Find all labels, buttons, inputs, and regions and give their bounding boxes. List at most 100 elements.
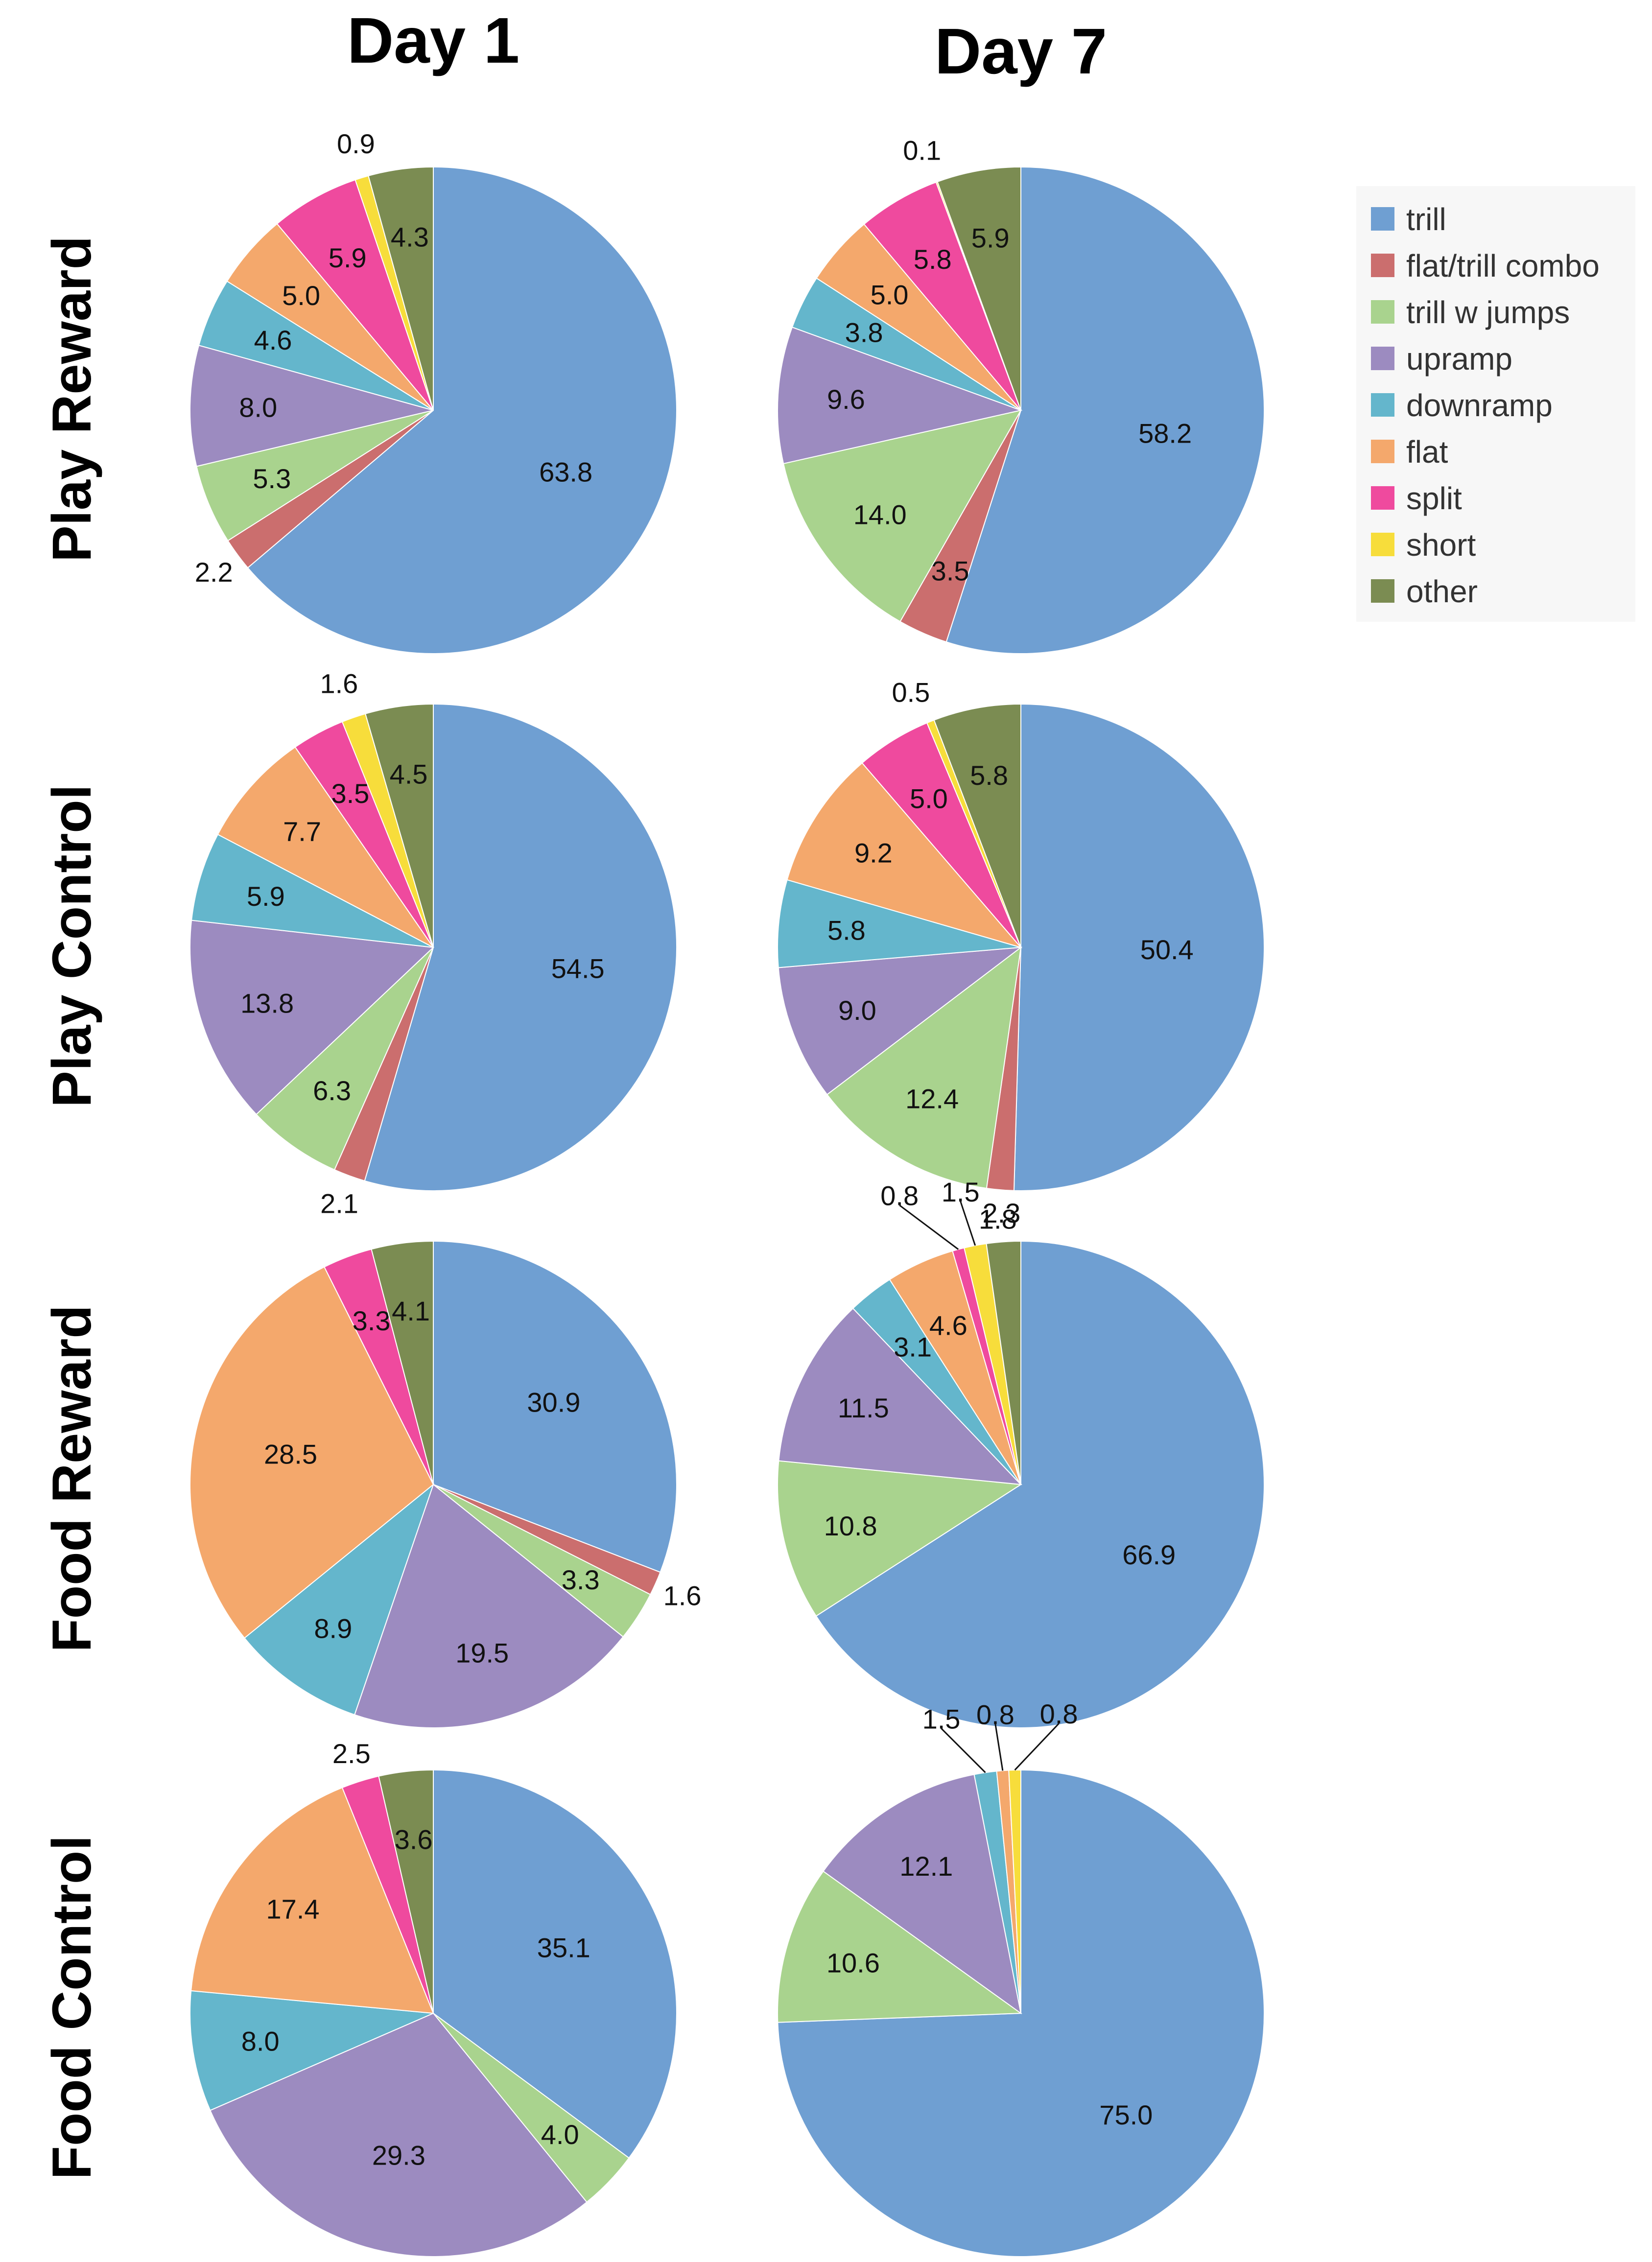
- pie-slice-flat: [189, 1266, 434, 1639]
- row-title-play-control: Play Control: [41, 784, 102, 1107]
- pie-slice-flat: [217, 746, 434, 948]
- data-label-split: 5.8: [914, 244, 952, 275]
- data-label-split: 0.8: [880, 1180, 919, 1211]
- data-label-other: 5.8: [970, 760, 1008, 791]
- data-label-trill: 58.2: [1138, 418, 1192, 448]
- data-label-trill: 66.9: [1122, 1539, 1176, 1570]
- data-label-flat: 5.0: [871, 279, 909, 310]
- legend-swatch-trill: [1371, 207, 1394, 231]
- data-label-downramp: 8.9: [314, 1613, 352, 1644]
- pie-slice-other: [933, 703, 1021, 948]
- data-label-trill: 75.0: [1099, 2099, 1153, 2130]
- pie-slice-trill-w-jumps: [196, 410, 434, 542]
- data-label-other: 2.3: [982, 1198, 1020, 1228]
- legend-label-downramp: downramp: [1406, 388, 1553, 423]
- data-label-other: 4.3: [391, 221, 429, 252]
- data-label-upramp: 9.6: [827, 384, 865, 415]
- data-label-trill-w-jumps: 4.0: [541, 2119, 579, 2150]
- data-label-short: 0.1: [903, 135, 941, 166]
- pie-slice-upramp: [777, 326, 1023, 465]
- data-label-upramp: 29.3: [372, 2140, 425, 2171]
- legend-label-short: short: [1406, 527, 1476, 563]
- data-label-upramp: 9.0: [838, 995, 876, 1026]
- data-label-flat-trill-combo: 3.5: [931, 555, 969, 586]
- pie-slice-trill: [247, 166, 677, 654]
- data-label-downramp: 1.5: [922, 1703, 961, 1734]
- legend-swatch-flat-trill-combo: [1371, 254, 1394, 277]
- pie-slice-upramp: [209, 2012, 588, 2257]
- pie-slice-trill-w-jumps: [256, 947, 434, 1171]
- pie-play-control-day-7: 50.4 1.8 12.4 9.0 5.8 9.2 5.0 0.5 5.8: [777, 677, 1265, 1235]
- data-label-upramp: 8.0: [239, 392, 277, 423]
- data-label-trill: 54.5: [551, 953, 605, 984]
- pie-slice-trill: [433, 1769, 677, 2159]
- data-label-flat-trill-combo: 1.6: [663, 1580, 702, 1611]
- pie-slice-upramp: [189, 919, 435, 1115]
- data-label-split: 2.5: [332, 1738, 371, 1769]
- legend-label-other: other: [1406, 574, 1478, 609]
- legend-background: [1356, 186, 1635, 622]
- data-label-downramp: 8.0: [241, 2026, 280, 2057]
- legend-swatch-trill-w-jumps: [1371, 300, 1394, 324]
- pie-slice-trill-w-jumps: [777, 1460, 1022, 1617]
- pie-slice-downramp: [777, 879, 1021, 968]
- legend-swatch-downramp: [1371, 393, 1394, 417]
- pie-slice-upramp: [354, 1484, 624, 1728]
- data-label-trill-w-jumps: 5.3: [253, 463, 291, 494]
- data-label-short: 0.8: [1040, 1698, 1078, 1729]
- pie-slice-flat: [786, 762, 1022, 948]
- data-label-flat: 5.0: [282, 280, 320, 311]
- pie-slice-split: [863, 181, 1021, 411]
- legend-swatch-upramp: [1371, 347, 1394, 370]
- row-title-food-control: Food Control: [41, 1836, 102, 2180]
- pie-slice-downramp: [190, 833, 434, 948]
- data-label-flat-trill-combo: 2.2: [195, 557, 233, 588]
- row-title-play-reward: Play Reward: [41, 236, 102, 562]
- data-label-trill-w-jumps: 3.3: [562, 1564, 600, 1595]
- pie-food-control-day-7: 75.0 10.6 12.1 1.5 0.8 0.8: [777, 1698, 1265, 2257]
- legend-label-trill-w-jumps: trill w jumps: [1406, 295, 1570, 330]
- data-label-flat: 0.8: [976, 1699, 1015, 1730]
- data-label-trill: 63.8: [539, 456, 592, 487]
- data-label-split: 5.0: [910, 783, 948, 814]
- data-label-short: 0.9: [337, 128, 375, 159]
- data-label-trill-w-jumps: 14.0: [853, 499, 907, 530]
- pie-slice-trill-w-jumps: [826, 946, 1022, 1189]
- data-label-upramp: 19.5: [455, 1638, 509, 1669]
- pie-slice-other: [371, 1240, 434, 1485]
- leader-line: [899, 1204, 959, 1250]
- pie-charts: 63.8 2.2 5.3 8.0 4.6 5.0 5.9 0.9 4.3 58.2 3.5 14.0 9…: [189, 128, 1265, 2257]
- data-label-trill-w-jumps: 12.4: [905, 1084, 959, 1114]
- legend-swatch-split: [1371, 486, 1394, 510]
- data-label-short: 0.5: [892, 677, 930, 708]
- row-title-food-reward: Food Reward: [41, 1305, 102, 1652]
- data-label-flat: 7.7: [283, 816, 321, 847]
- data-label-upramp: 11.5: [838, 1392, 889, 1423]
- data-label-short: 1.6: [320, 668, 358, 699]
- pie-slice-flat: [226, 223, 434, 411]
- pie-slice-trill: [433, 1240, 677, 1573]
- leader-line: [960, 1201, 976, 1246]
- data-label-downramp: 5.8: [827, 915, 866, 946]
- data-label-flat-trill-combo: 1.8: [979, 1204, 1017, 1235]
- data-label-trill: 30.9: [527, 1387, 580, 1417]
- pie-play-control-day-1: 54.5 2.1 6.3 13.8 5.9 7.7 3.5 1.6 4.5: [189, 668, 677, 1219]
- pie-slice-trill-w-jumps: [777, 1870, 1022, 2023]
- legend-label-flat-trill-combo: flat/trill combo: [1406, 248, 1600, 283]
- data-label-other: 4.1: [392, 1296, 430, 1326]
- pie-play-reward-day-1: 63.8 2.2 5.3 8.0 4.6 5.0 5.9 0.9 4.3: [189, 128, 677, 654]
- pie-slice-other: [937, 166, 1021, 411]
- data-label-trill-w-jumps: 10.8: [824, 1510, 877, 1541]
- data-label-short: 1.5: [942, 1177, 980, 1207]
- data-label-trill: 35.1: [537, 1932, 590, 1963]
- legend-swatch-short: [1371, 533, 1394, 556]
- pie-food-control-day-1: 35.1 4.0 29.3 8.0 17.4 2.5 3.6: [189, 1738, 677, 2257]
- legend-label-flat: flat: [1406, 434, 1448, 470]
- leader-line: [1014, 1723, 1060, 1771]
- data-label-flat: 4.6: [929, 1310, 968, 1341]
- data-label-other: 3.6: [395, 1824, 433, 1855]
- pie-slice-trill: [815, 1240, 1265, 1728]
- column-title-day-1: Day 1: [347, 4, 519, 76]
- pie-slice-split: [861, 722, 1021, 948]
